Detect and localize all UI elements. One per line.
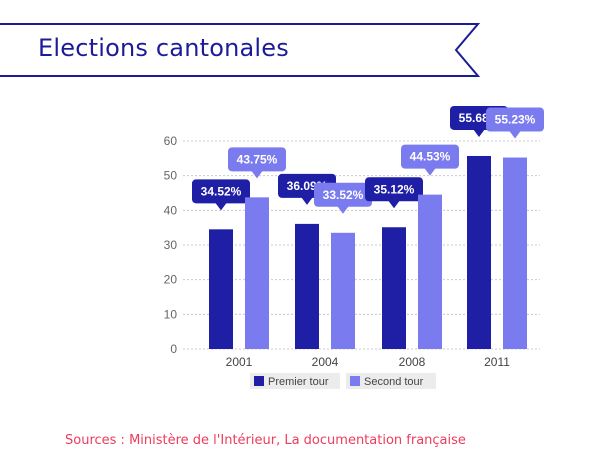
data-label: 35.12% (374, 182, 415, 196)
y-tick-label: 10 (164, 307, 178, 321)
bar (295, 223, 319, 349)
data-label-pointer (251, 170, 263, 179)
data-label-bubble (365, 177, 423, 202)
legend-swatch (350, 376, 360, 386)
legend-swatch (254, 376, 264, 386)
data-label: 33.52% (323, 188, 364, 202)
legend-label: Second tour (364, 376, 424, 388)
data-label-pointer (473, 128, 485, 137)
x-tick-label: 2001 (226, 355, 253, 369)
page-title: Elections cantonales (38, 34, 289, 62)
bar (503, 157, 527, 349)
bar (209, 229, 233, 349)
x-tick-label: 2011 (484, 355, 510, 369)
data-label-bubble (228, 147, 286, 172)
data-label-pointer (215, 202, 227, 211)
data-label-bubble (192, 179, 250, 204)
banner-shape (0, 23, 481, 77)
data-label: 44.53% (410, 150, 451, 164)
data-label-pointer (388, 200, 400, 209)
x-tick-label: 2004 (312, 355, 339, 369)
bar (418, 194, 442, 349)
y-tick-label: 20 (164, 273, 178, 287)
data-label-pointer (424, 167, 436, 176)
y-tick-label: 40 (164, 203, 178, 217)
bar (382, 227, 406, 349)
data-label-bubble (314, 182, 372, 207)
y-tick-label: 50 (164, 169, 178, 183)
bar (331, 232, 355, 349)
data-label-bubble (486, 107, 544, 132)
data-label-pointer (301, 196, 313, 205)
legend-label: Premier tour (268, 376, 329, 388)
y-tick-label: 60 (164, 134, 178, 148)
x-tick-label: 2008 (399, 355, 426, 369)
title-banner (0, 23, 481, 77)
sources-note: Sources : Ministère de l'Intérieur, La d… (65, 433, 466, 448)
data-label: 34.52% (201, 184, 242, 198)
data-label: 55.23% (495, 113, 536, 127)
y-tick-label: 30 (164, 238, 178, 252)
legend-item-background (346, 373, 436, 389)
data-label-pointer (509, 130, 521, 139)
data-label-bubble (401, 144, 459, 169)
y-tick-label: 0 (170, 342, 177, 356)
data-label-pointer (337, 205, 349, 214)
legend-item-background (250, 373, 340, 389)
data-label: 43.75% (237, 152, 278, 166)
bar (245, 197, 269, 349)
bar (467, 155, 491, 349)
